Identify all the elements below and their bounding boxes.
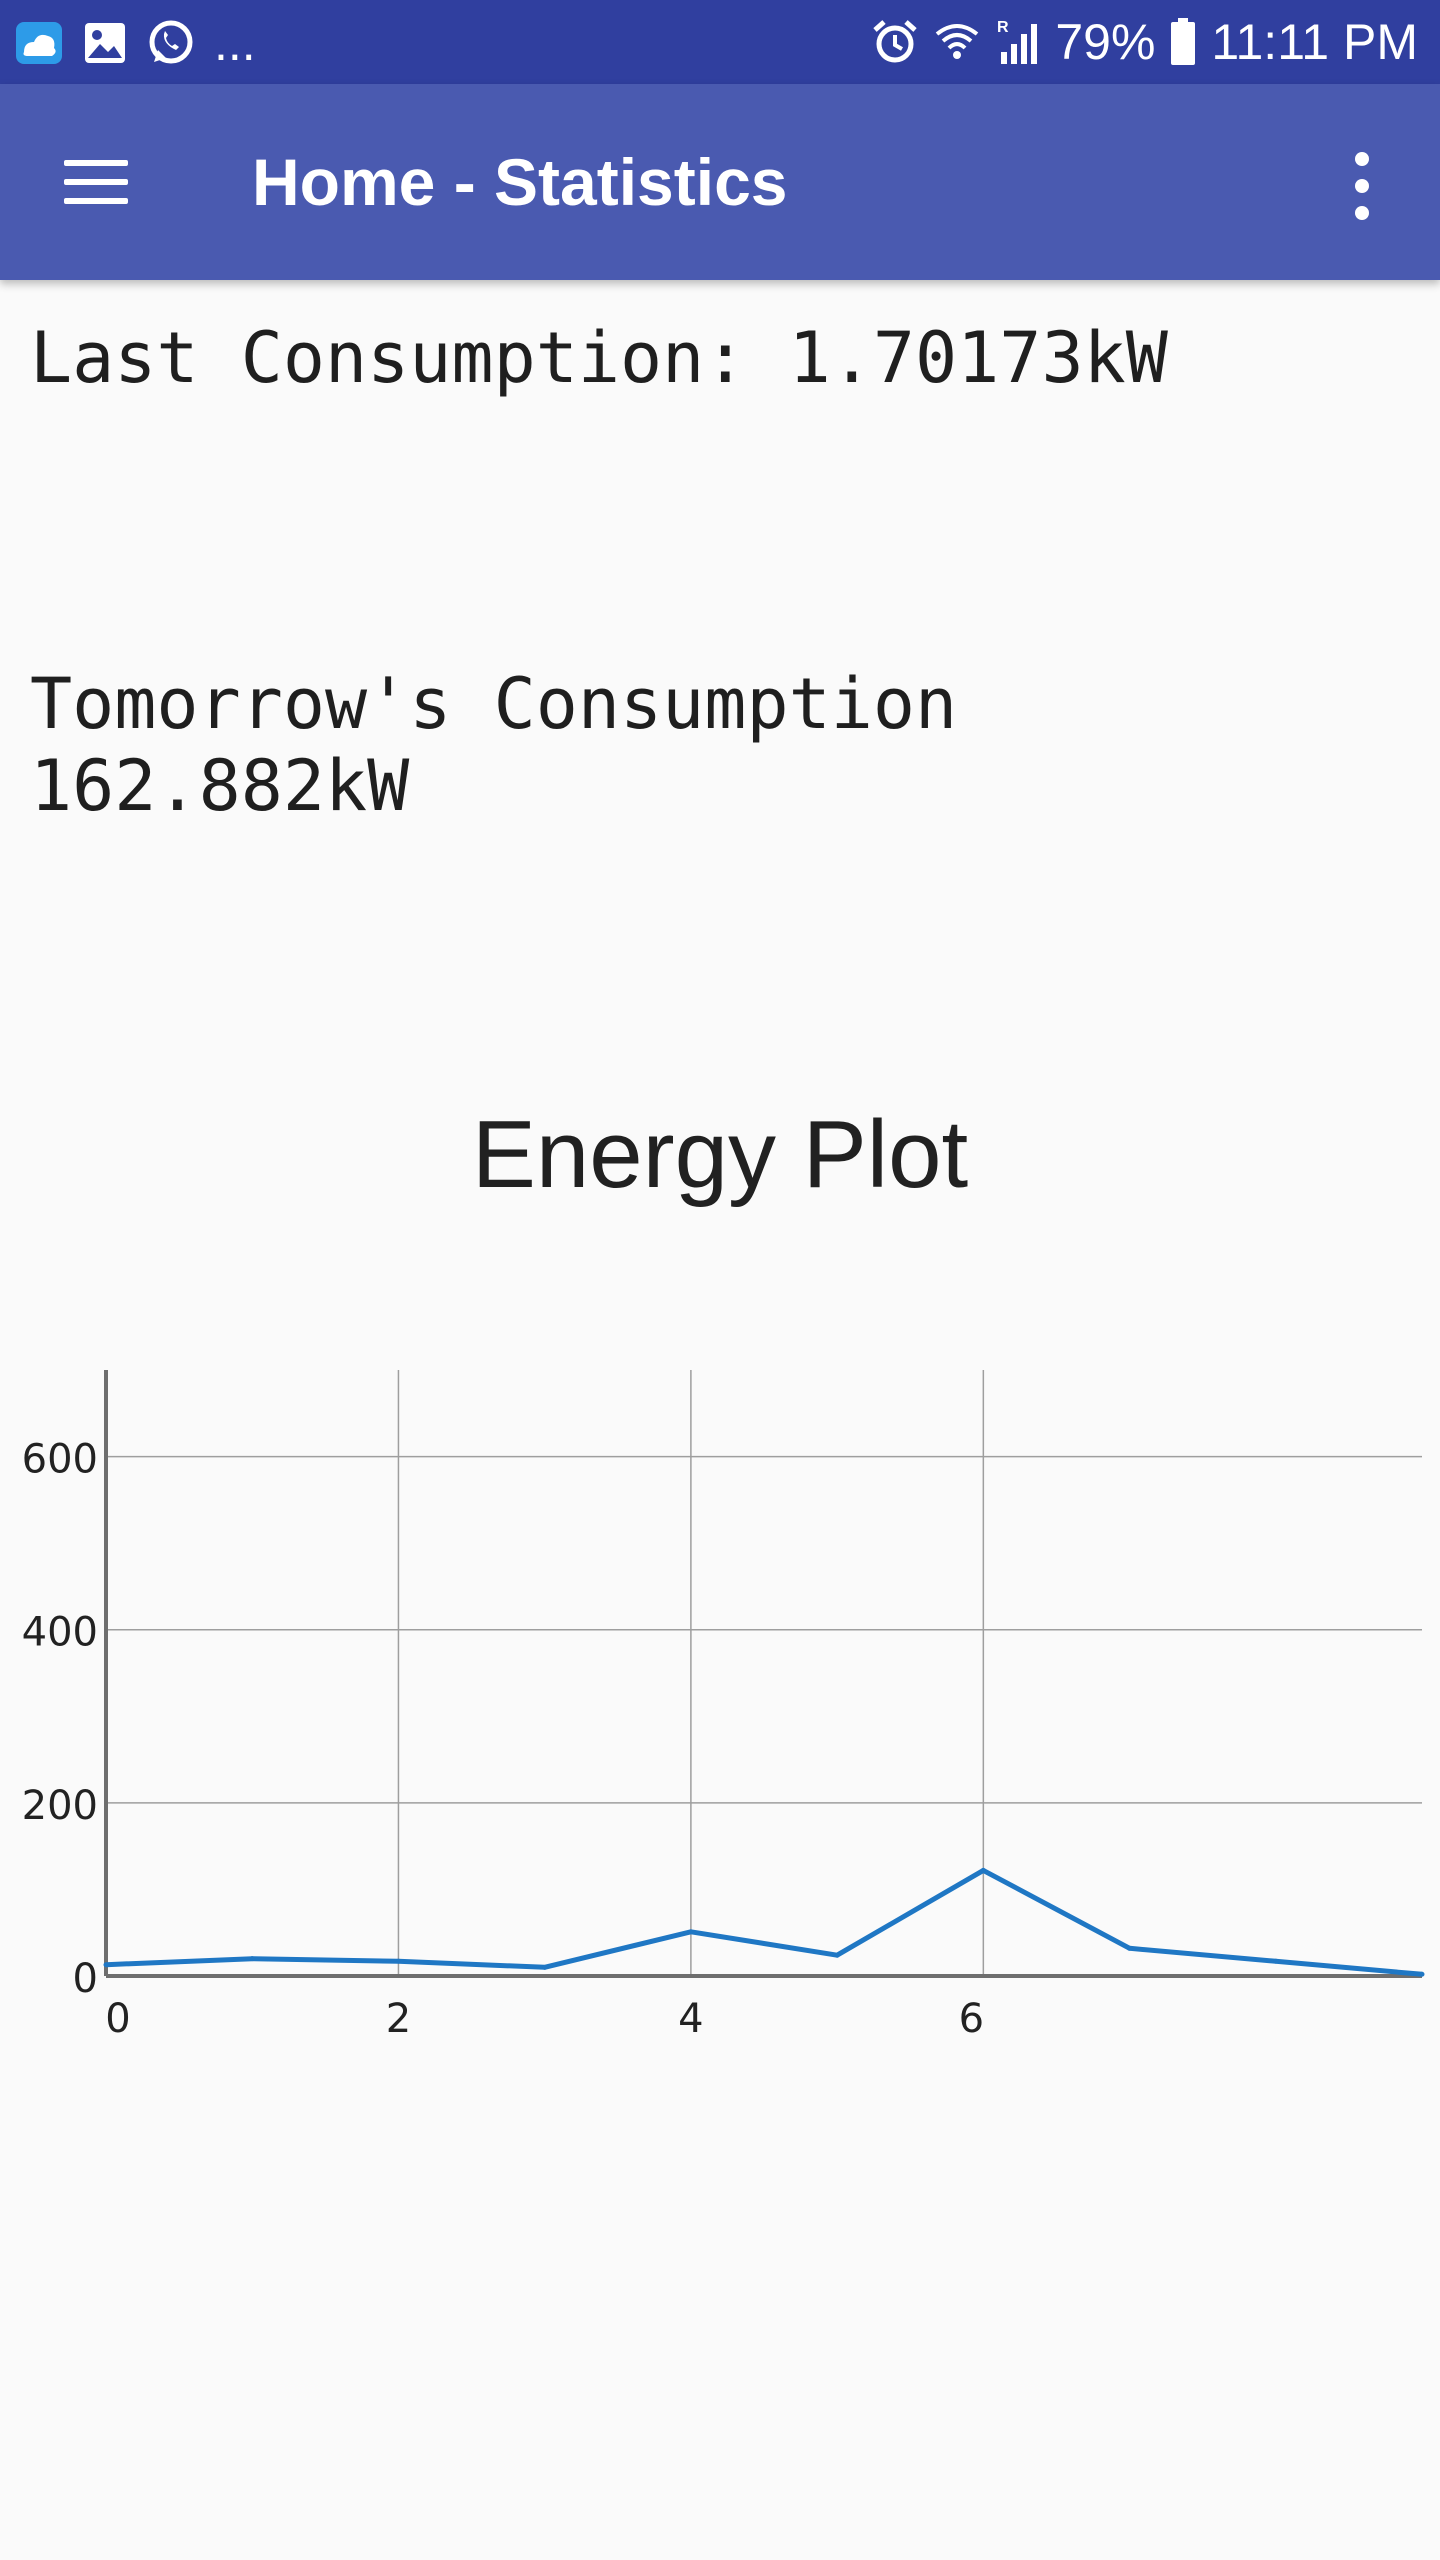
y-tick-label-2: 400 — [22, 1610, 98, 1656]
more-vert-icon[interactable] — [1340, 148, 1384, 224]
data-point-0-2 — [395, 1958, 401, 1964]
y-tick-label-1: 200 — [22, 1783, 98, 1829]
data-point-0-6 — [980, 1867, 986, 1873]
data-point-0-5 — [834, 1952, 840, 1958]
last-consumption-text: Last Consumption: 1.70173kW — [30, 317, 1168, 399]
wifi-icon — [936, 24, 979, 59]
gallery-icon — [85, 23, 125, 63]
cloud-app-icon — [16, 22, 62, 64]
signal-icon: R — [997, 19, 1038, 64]
battery-percent: 79% — [1055, 14, 1156, 70]
y-tick-label-3: 600 — [22, 1437, 98, 1483]
data-point-0-0 — [103, 1962, 109, 1968]
svg-text:R: R — [997, 19, 1009, 36]
x-tick-label-1: 2 — [386, 1996, 411, 2042]
notification-area: ... — [14, 15, 256, 71]
y-tick-label-0: 0 — [73, 1956, 98, 2002]
data-point-0-9 — [1419, 1971, 1425, 1977]
x-tick-label-0: 0 — [105, 1996, 130, 2042]
alarm-icon — [873, 20, 917, 63]
data-point-0-8 — [1273, 1958, 1279, 1964]
x-tick-label-2: 4 — [678, 1996, 703, 2042]
data-point-0-3 — [542, 1964, 548, 1970]
tomorrow-consumption-label: Tomorrow's Consumption — [30, 663, 958, 745]
plot-title: Energy Plot — [471, 1101, 969, 1208]
tomorrow-consumption-value: 162.882kW — [30, 745, 410, 827]
energy-chart: 0 200 400 600 0 2 4 6 — [22, 1370, 1425, 2042]
whatsapp-icon — [149, 20, 193, 64]
clock: 11:11 PM — [1211, 14, 1418, 70]
more-notifications: ... — [214, 15, 256, 71]
page-title: Home - Statistics — [252, 145, 788, 219]
data-point-0-4 — [688, 1929, 694, 1935]
series-line-0 — [105, 1867, 1423, 1977]
battery-icon — [1171, 18, 1196, 65]
hamburger-menu-icon[interactable] — [60, 154, 132, 210]
data-point-0-7 — [1127, 1945, 1133, 1951]
system-tray: R 79% 11:11 PM — [871, 14, 1418, 70]
x-tick-label-3: 6 — [959, 1996, 984, 2042]
data-point-0-1 — [249, 1956, 255, 1962]
app-bar: Home - Statistics — [0, 84, 1440, 280]
status-bar: ... R 79% 11:11 PM — [0, 0, 1440, 84]
